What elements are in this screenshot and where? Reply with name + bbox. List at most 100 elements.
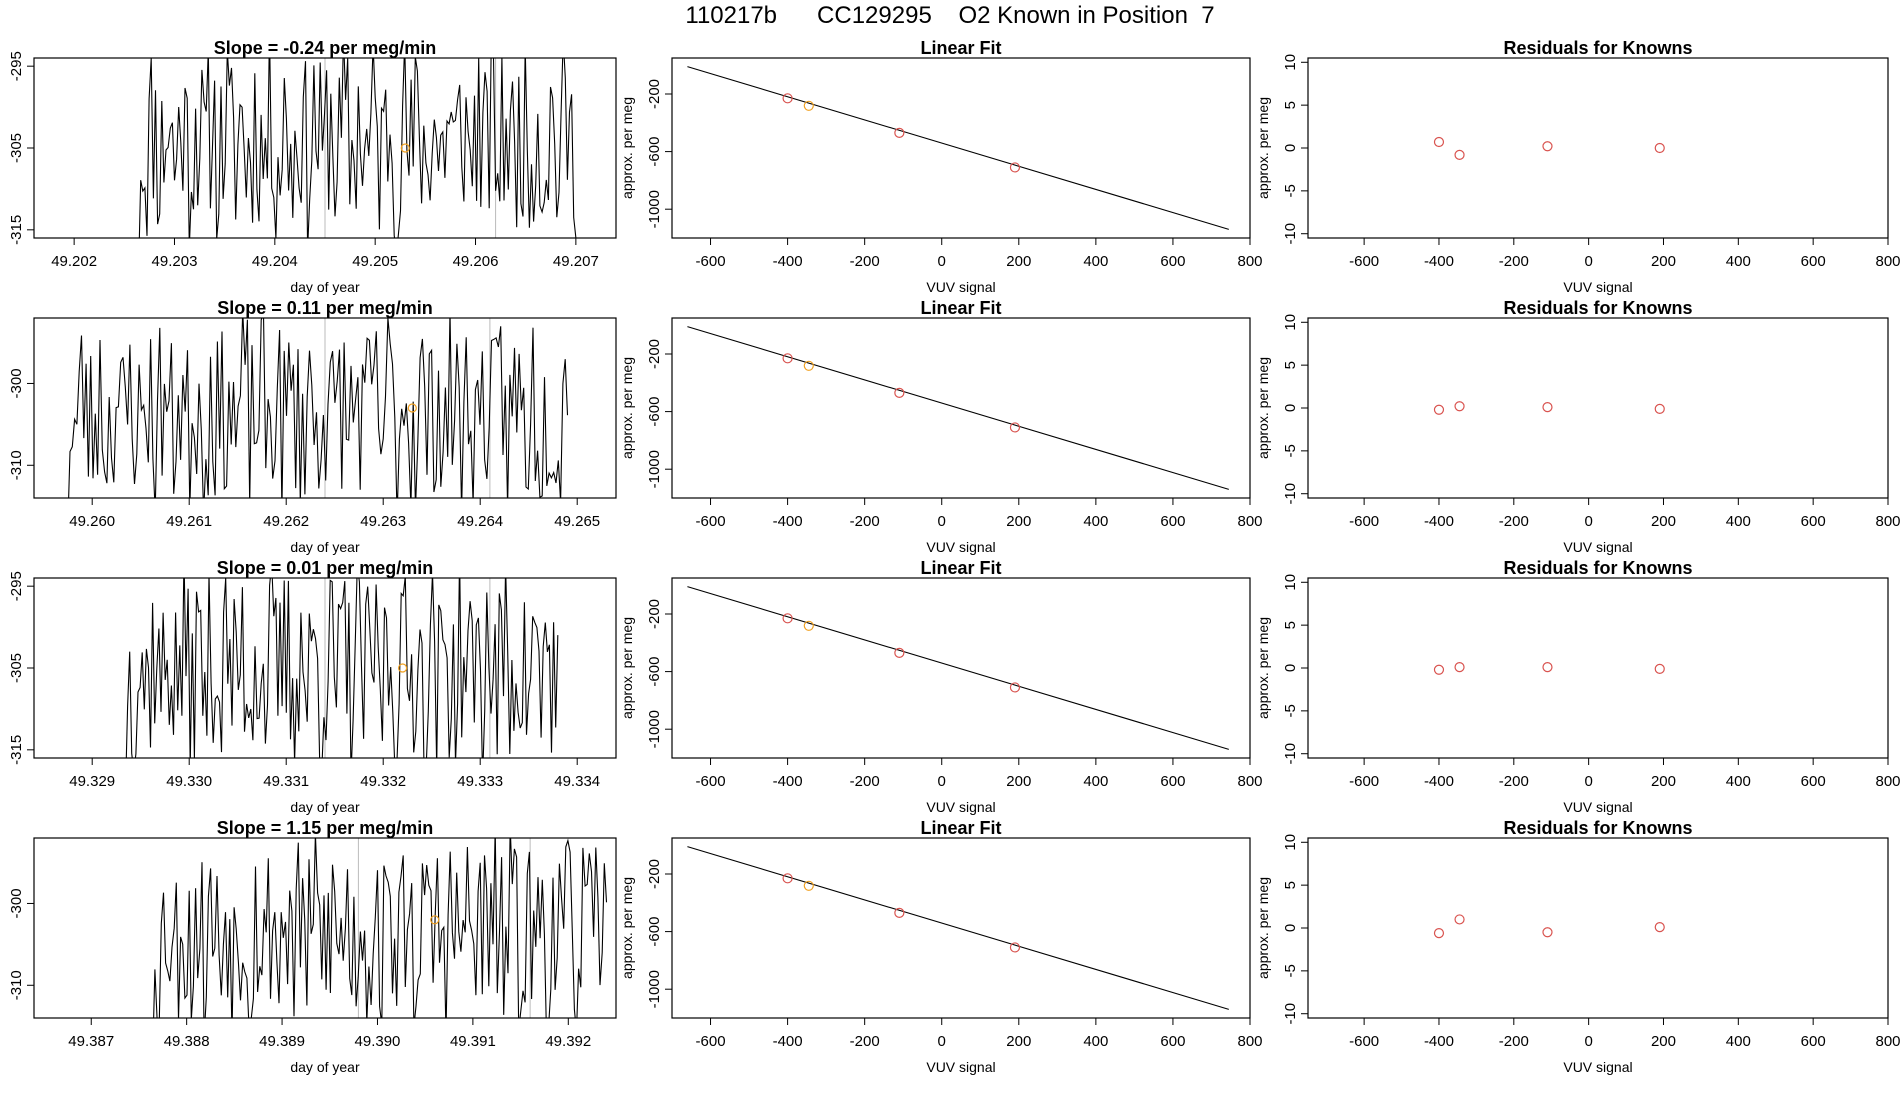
y-tick-label: -10 bbox=[1282, 1003, 1299, 1025]
panel-residuals-2: Residuals for Knowns VUV signal approx. pe… bbox=[1255, 298, 1900, 555]
x-axis-label: VUV signal bbox=[926, 539, 995, 555]
panel-title: Slope = -0.24 per meg/min bbox=[214, 38, 437, 58]
fit-line bbox=[687, 586, 1229, 750]
x-tick-label: 0 bbox=[938, 1033, 946, 1050]
data-point bbox=[803, 620, 814, 631]
x-tick-label: 600 bbox=[1160, 513, 1185, 530]
x-tick-label: 49.203 bbox=[152, 253, 198, 270]
x-tick-label: -200 bbox=[850, 773, 880, 790]
data-point-marker bbox=[430, 915, 440, 925]
y-tick-label: -10 bbox=[1282, 223, 1299, 245]
x-tick-label: 400 bbox=[1083, 253, 1108, 270]
x-axis-label: VUV signal bbox=[1563, 799, 1632, 815]
y-tick-label: -305 bbox=[8, 653, 25, 683]
x-tick-label: 49.329 bbox=[69, 773, 115, 790]
data-point bbox=[894, 647, 905, 658]
x-tick-label: 0 bbox=[1584, 1033, 1592, 1050]
x-tick-label: 800 bbox=[1237, 1033, 1262, 1050]
y-tick-label: 10 bbox=[1282, 834, 1299, 851]
data-point bbox=[894, 127, 905, 138]
y-axis-label: approx. per meg bbox=[1255, 97, 1271, 199]
data-point bbox=[782, 613, 793, 624]
x-axis-label: VUV signal bbox=[926, 279, 995, 295]
x-tick-label: 400 bbox=[1726, 513, 1751, 530]
x-tick-label: 600 bbox=[1160, 1033, 1185, 1050]
x-tick-label: -400 bbox=[1424, 253, 1454, 270]
plot-area bbox=[1433, 662, 1665, 675]
x-tick-label: 49.264 bbox=[457, 513, 503, 530]
data-point bbox=[1009, 422, 1021, 433]
plot-area bbox=[138, 58, 577, 238]
data-point-marker bbox=[400, 143, 410, 153]
y-tick-label: -10 bbox=[1282, 483, 1299, 505]
y-tick-label: -315 bbox=[8, 215, 25, 245]
x-tick-label: 49.331 bbox=[263, 773, 309, 790]
x-tick-label: -400 bbox=[773, 1033, 803, 1050]
x-axis-label: VUV signal bbox=[926, 799, 995, 815]
x-tick-label: -200 bbox=[1499, 513, 1529, 530]
data-point bbox=[782, 93, 793, 104]
y-tick-label: -600 bbox=[646, 917, 663, 947]
x-tick-label: -400 bbox=[1424, 513, 1454, 530]
panel-residuals-3: Residuals for Knowns VUV signal approx. pe… bbox=[1255, 558, 1900, 815]
x-tick-label: 800 bbox=[1237, 513, 1262, 530]
x-tick-label: 49.387 bbox=[68, 1033, 114, 1050]
plot-area bbox=[687, 586, 1229, 750]
panel-frame bbox=[33, 57, 617, 239]
y-axis-label: approx. per meg bbox=[1255, 617, 1271, 719]
panel-frame bbox=[33, 837, 617, 1019]
x-tick-label: 49.262 bbox=[263, 513, 309, 530]
panel-fit-1: Linear Fit VUV signal approx. per meg -600 -… bbox=[619, 38, 1263, 295]
data-point bbox=[1654, 922, 1665, 933]
x-tick-label: 49.207 bbox=[553, 253, 599, 270]
x-tick-label: 49.204 bbox=[252, 253, 298, 270]
y-tick-label: 10 bbox=[1282, 574, 1299, 591]
x-tick-label: 49.330 bbox=[166, 773, 212, 790]
x-tick-label: 49.391 bbox=[450, 1033, 496, 1050]
plot-area bbox=[687, 846, 1229, 1010]
x-tick-label: 200 bbox=[1651, 773, 1676, 790]
x-tick-label: 0 bbox=[938, 253, 946, 270]
x-tick-label: -600 bbox=[696, 1033, 726, 1050]
x-tick-label: 200 bbox=[1651, 253, 1676, 270]
x-tick-label: -600 bbox=[696, 253, 726, 270]
data-point bbox=[1454, 149, 1465, 160]
data-point bbox=[782, 353, 793, 364]
panel-frame bbox=[1307, 317, 1889, 499]
data-point bbox=[1009, 682, 1021, 693]
x-axis-label: VUV signal bbox=[1563, 1059, 1632, 1075]
fit-line bbox=[687, 66, 1229, 230]
x-tick-label: 200 bbox=[1006, 773, 1031, 790]
x-tick-label: 49.265 bbox=[554, 513, 600, 530]
y-tick-label: -200 bbox=[646, 859, 663, 889]
x-tick-label: 600 bbox=[1160, 253, 1185, 270]
panel-title: Linear Fit bbox=[920, 298, 1001, 318]
x-tick-label: 400 bbox=[1726, 253, 1751, 270]
y-tick-label: -300 bbox=[8, 888, 25, 918]
data-point bbox=[1454, 401, 1465, 412]
data-point bbox=[803, 880, 814, 891]
x-axis-label: VUV signal bbox=[1563, 539, 1632, 555]
y-tick-label: 5 bbox=[1282, 101, 1299, 109]
figure-title: 110217b CC129295 O2 Known in Position 7 bbox=[685, 2, 1215, 29]
x-tick-label: -200 bbox=[1499, 253, 1529, 270]
panel-title: Slope = 0.11 per meg/min bbox=[217, 298, 433, 318]
y-tick-label: -295 bbox=[8, 571, 25, 601]
data-point bbox=[1433, 136, 1445, 148]
x-tick-label: 49.332 bbox=[360, 773, 406, 790]
x-tick-label: 49.205 bbox=[352, 253, 398, 270]
fit-line bbox=[687, 326, 1229, 490]
x-tick-label: 49.392 bbox=[545, 1033, 591, 1050]
plot-area bbox=[1433, 401, 1665, 415]
y-tick-label: 0 bbox=[1282, 144, 1299, 152]
panel-frame bbox=[33, 577, 617, 759]
x-tick-label: 0 bbox=[1584, 253, 1592, 270]
y-tick-label: -1000 bbox=[646, 450, 663, 488]
x-tick-label: 49.260 bbox=[69, 513, 115, 530]
x-tick-label: 200 bbox=[1006, 253, 1031, 270]
data-point bbox=[1433, 404, 1445, 415]
data-point bbox=[1542, 402, 1553, 413]
